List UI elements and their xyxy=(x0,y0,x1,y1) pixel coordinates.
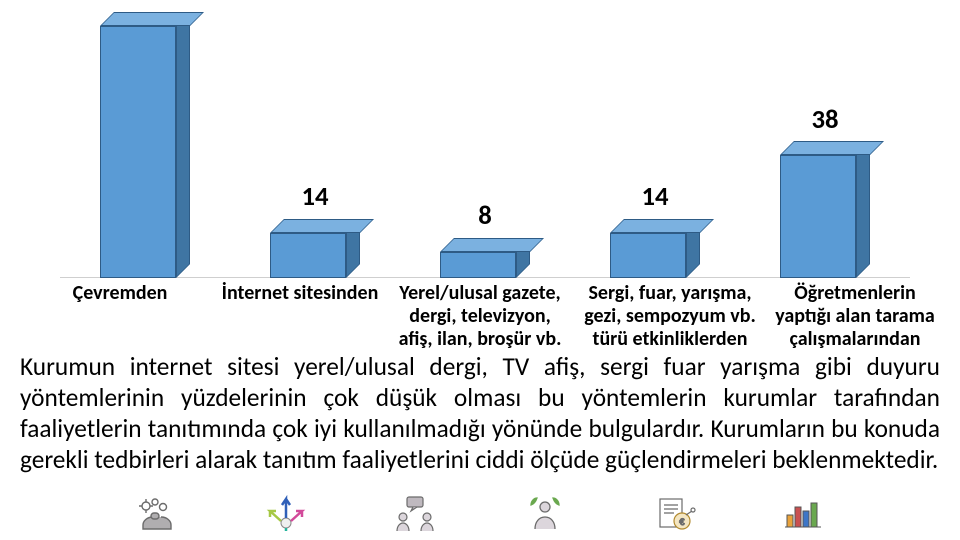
people-chat-icon xyxy=(388,492,442,534)
svg-text:€: € xyxy=(679,517,684,527)
body-text: Kurumun internet sitesi yerel/ulusal der… xyxy=(20,351,940,475)
category-label: İnternet sitesinden xyxy=(210,282,390,305)
arrows-out-icon xyxy=(259,492,313,534)
paper-coin-icon: € xyxy=(647,492,701,534)
footer-icon-row: € xyxy=(130,492,830,534)
bar-chart: 781481438Çevremdenİnternet sitesindenYer… xyxy=(60,10,910,330)
idea-gears-icon xyxy=(130,492,184,534)
category-label: Çevremden xyxy=(50,282,190,305)
body-paragraph: Kurumun internet sitesi yerel/ulusal der… xyxy=(20,352,940,476)
bar-chart-icon xyxy=(776,492,830,534)
value-label: 78 xyxy=(100,0,190,4)
category-label: Sergi, fuar, yarışma,gezi, sempozyum vb.… xyxy=(570,282,770,351)
category-label: Yerel/ulusal gazete,dergi, televizyon,af… xyxy=(380,282,580,351)
value-label: 14 xyxy=(270,184,360,211)
person-leaves-icon xyxy=(518,492,572,534)
value-label: 14 xyxy=(610,184,700,211)
value-label: 38 xyxy=(780,107,870,134)
category-label: Öğretmenlerinyaptığı alan taramaçalışmal… xyxy=(760,282,950,351)
value-label: 8 xyxy=(440,203,530,230)
